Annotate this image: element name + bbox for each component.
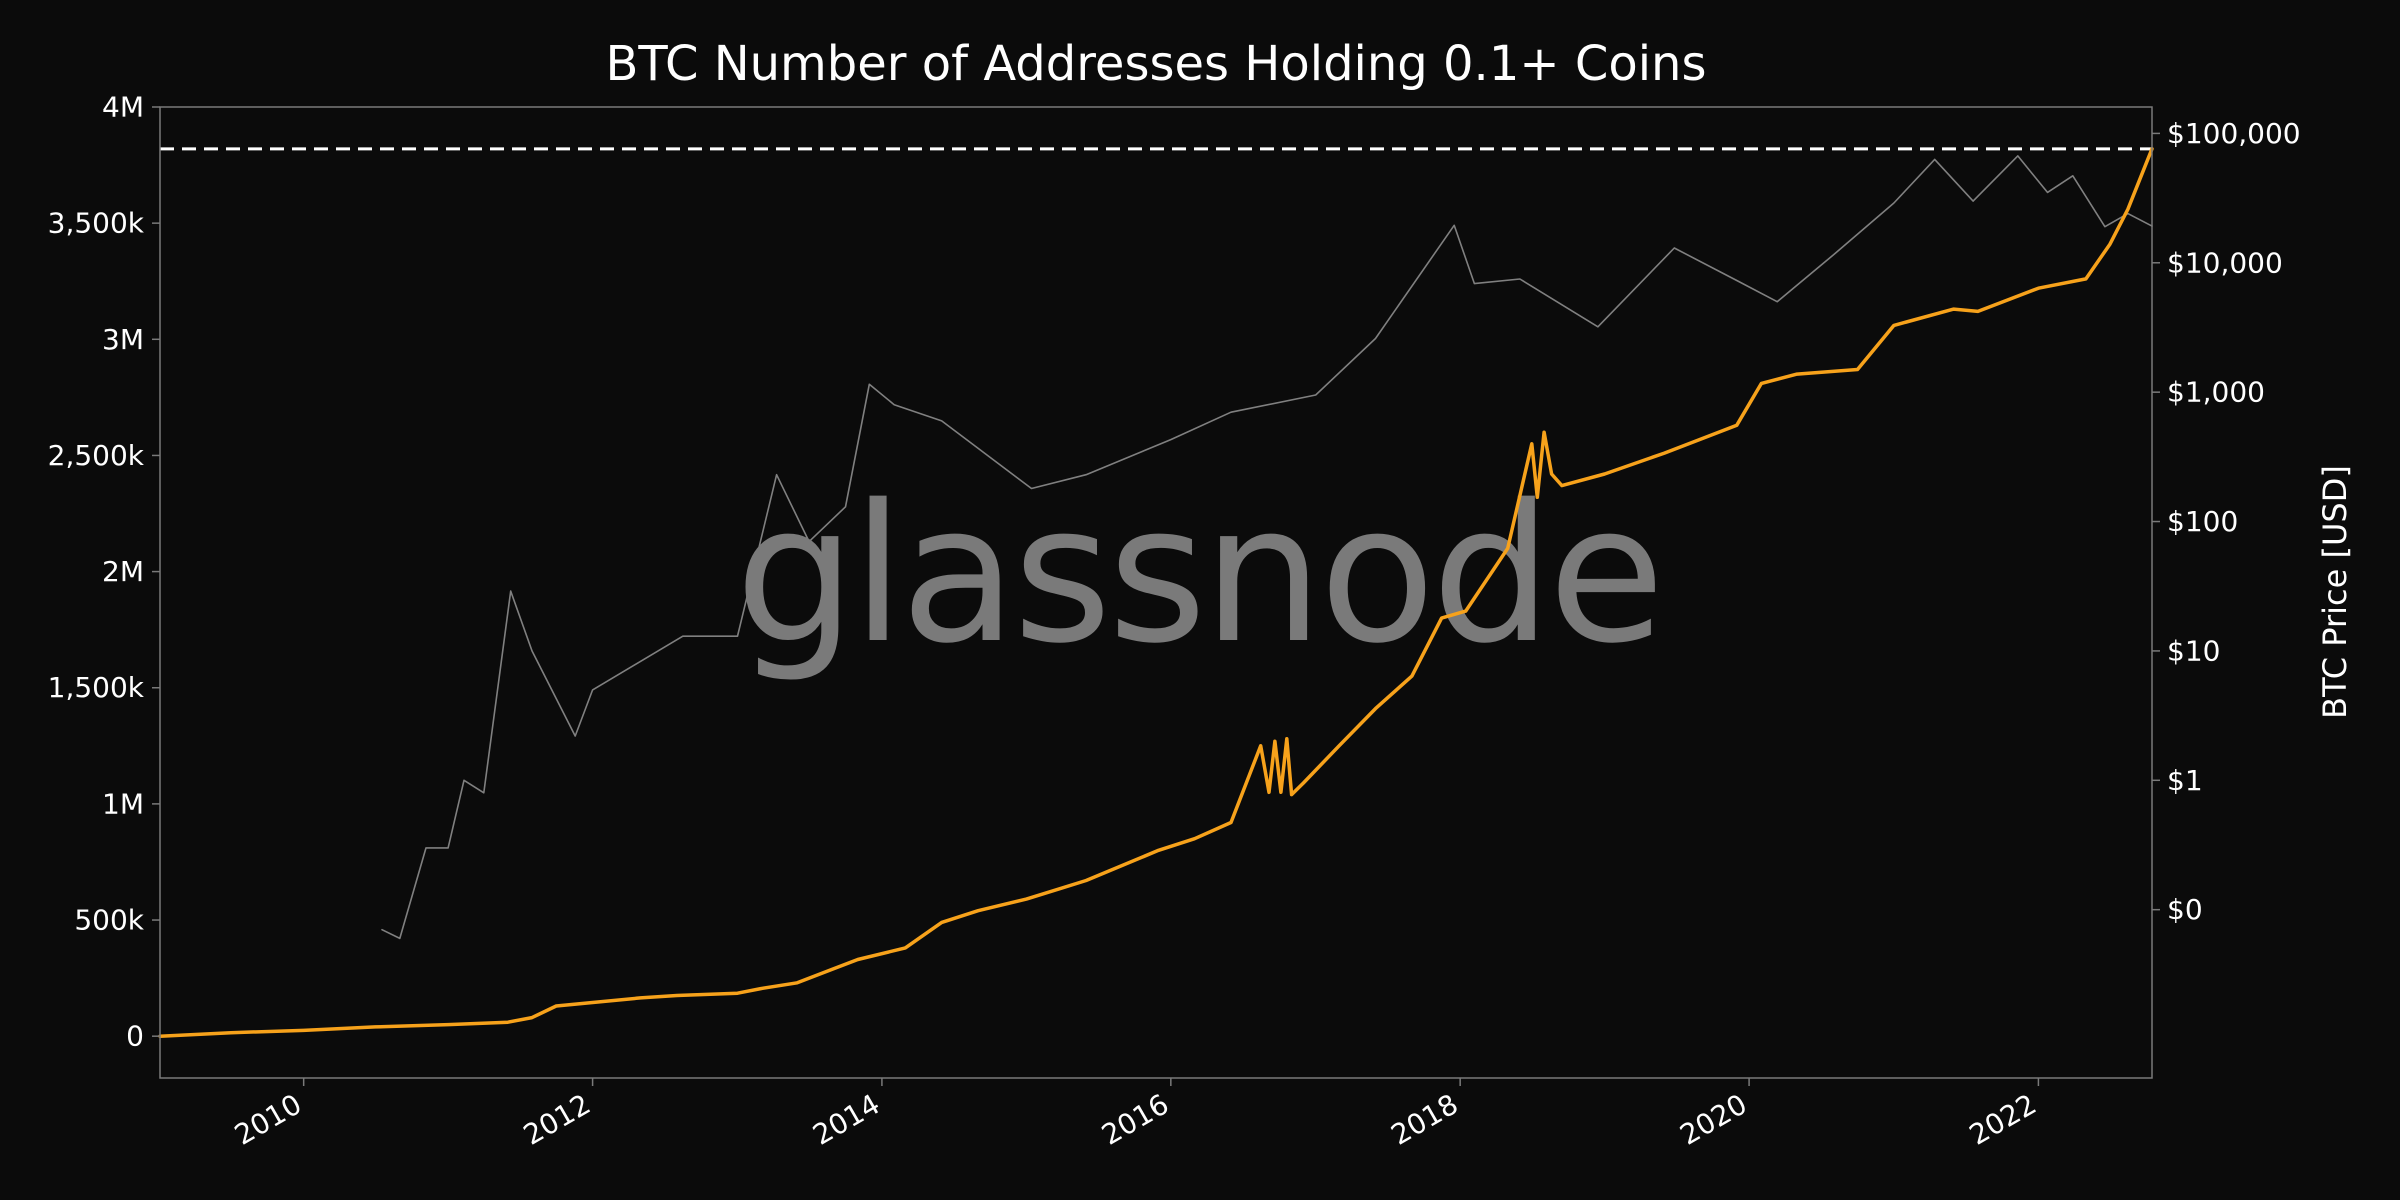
y-left-tick-label-7: 3,500k [48, 207, 145, 240]
chart-title: BTC Number of Addresses Holding 0.1+ Coi… [606, 36, 1707, 92]
watermark: glassnode [735, 464, 1661, 685]
address-count-line [158, 147, 2154, 1038]
y-left-tick-label-2: 1M [102, 787, 144, 820]
y-right-tick-label-4: $1,000 [2167, 376, 2265, 409]
y-left-tick-label-5: 2,500k [48, 439, 145, 472]
y-right-tick-label-3: $100 [2167, 505, 2238, 538]
x-tick-label-1: 2012 [518, 1087, 596, 1151]
x-tick-label-4: 2018 [1385, 1087, 1463, 1151]
y-left-tick-label-8: 4M [102, 91, 144, 124]
y-left-tick-label-0: 0 [126, 1020, 144, 1053]
y-right-tick-label-5: $10,000 [2167, 246, 2283, 279]
x-tick-label-6: 2022 [1964, 1087, 2042, 1151]
y-right-tick-label-0: $0 [2167, 893, 2203, 926]
x-tick-label-5: 2020 [1674, 1087, 1752, 1151]
btc-price-line [381, 155, 2153, 940]
y-right-tick-label-1: $1 [2167, 764, 2203, 797]
y-right-tick-label-2: $10 [2167, 634, 2220, 667]
plot-frame [159, 106, 2153, 1079]
y-left-tick-label-1: 500k [74, 904, 144, 937]
y-left-tick-label-6: 3M [102, 323, 144, 356]
y-left-tick-label-3: 1,500k [48, 671, 145, 704]
x-tick-label-3: 2016 [1096, 1087, 1174, 1151]
y-right-tick-label-6: $100,000 [2167, 117, 2301, 150]
y-left-tick-label-4: 2M [102, 555, 144, 588]
x-tick-label-2: 2014 [807, 1087, 885, 1151]
x-tick-label-0: 2010 [229, 1087, 307, 1151]
y-axis-right-title: BTC Price [USD] [2316, 465, 2354, 719]
